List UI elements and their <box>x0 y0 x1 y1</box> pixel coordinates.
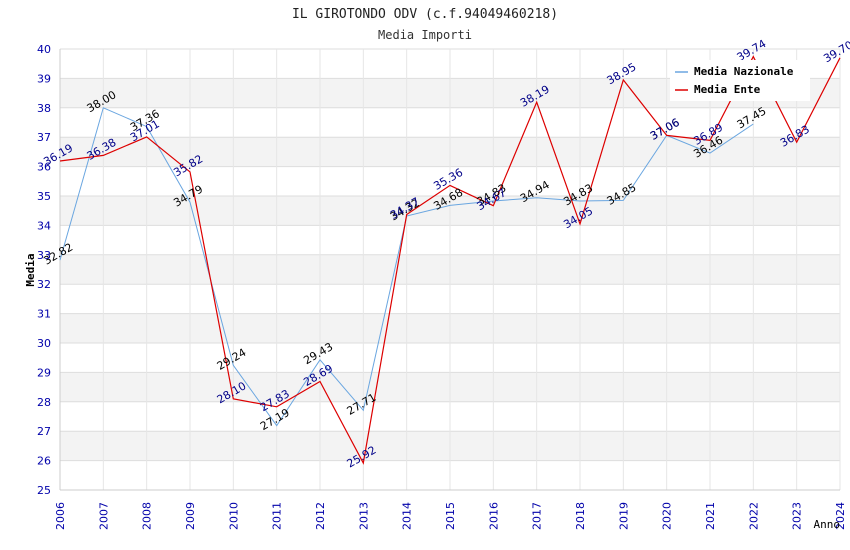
x-tick-label: 2021 <box>704 502 717 530</box>
y-tick-label: 38 <box>37 102 51 115</box>
y-tick-label: 33 <box>37 249 51 262</box>
y-tick-label: 34 <box>37 219 51 232</box>
x-axis-label: Anno <box>814 518 841 531</box>
legend-label-media-nazionale: Media Nazionale <box>694 65 794 78</box>
x-tick-label: 2007 <box>97 502 110 530</box>
y-tick-label: 30 <box>37 337 51 350</box>
x-tick-label: 2016 <box>487 502 500 530</box>
x-tick-label: 2022 <box>747 502 760 530</box>
x-tick-label: 2009 <box>184 502 197 530</box>
x-tick-label: 2023 <box>791 502 804 530</box>
legend-label-media-ente: Media Ente <box>694 83 761 96</box>
chart-title: IL GIROTONDO ODV (c.f.94049460218) <box>292 7 558 22</box>
x-tick-label: 2019 <box>617 502 630 530</box>
x-tick-label: 2024 <box>834 502 847 530</box>
legend-box <box>670 60 810 101</box>
series-lines <box>59 55 841 465</box>
x-tick-label: 2012 <box>314 502 327 530</box>
y-tick-label: 29 <box>37 366 51 379</box>
y-tick-label: 35 <box>37 190 51 203</box>
x-axis-ticks: 2006 2007 2008 2009 2010 2011 2012 2013 2014 2015… <box>54 502 847 530</box>
y-axis-ticks: 25 26 27 28 29 30 31 32 33 34 35 36 37 38 39 40 <box>37 43 51 497</box>
y-tick-label: 25 <box>37 484 51 497</box>
x-tick-label: 2015 <box>444 502 457 530</box>
y-tick-label: 36 <box>37 161 51 174</box>
y-tick-label: 31 <box>37 308 51 321</box>
x-tick-label: 2006 <box>54 502 67 530</box>
legend: Media Nazionale Media Ente <box>670 60 810 101</box>
chart-subtitle: Media Importi <box>378 28 472 42</box>
grid-lines <box>59 48 841 491</box>
x-tick-label: 2011 <box>271 502 284 530</box>
y-tick-label: 26 <box>37 455 51 468</box>
x-tick-label: 2013 <box>357 502 370 530</box>
y-tick-label: 28 <box>37 396 51 409</box>
x-tick-label: 2008 <box>141 502 154 530</box>
x-tick-label: 2010 <box>227 502 240 530</box>
y-tick-label: 40 <box>37 43 51 56</box>
y-tick-label: 39 <box>37 72 51 85</box>
x-tick-label: 2017 <box>531 502 544 530</box>
y-tick-label: 27 <box>37 425 51 438</box>
y-axis-label: Media <box>24 253 37 286</box>
y-tick-label: 37 <box>37 131 51 144</box>
x-tick-label: 2018 <box>574 502 587 530</box>
series-line-media-ente <box>59 55 841 465</box>
x-tick-label: 2014 <box>401 502 414 530</box>
x-tick-label: 2020 <box>661 502 674 530</box>
y-tick-label: 32 <box>37 278 51 291</box>
